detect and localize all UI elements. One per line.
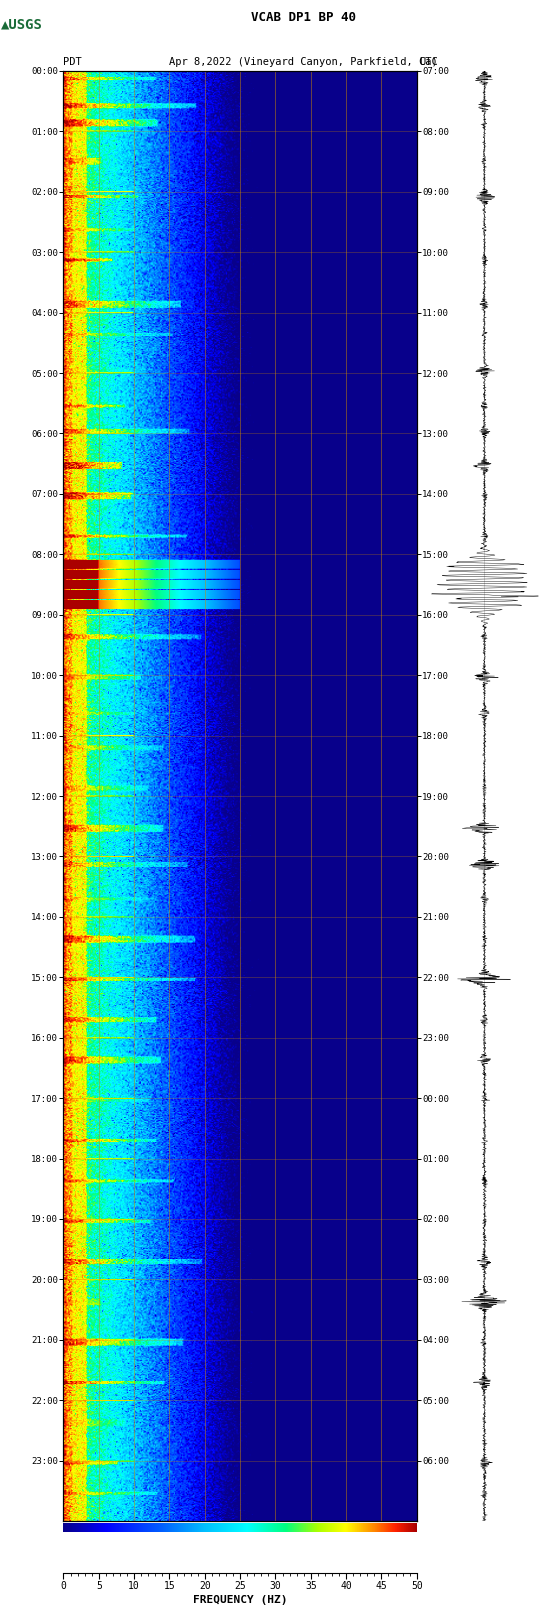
Text: PDT: PDT [63,58,82,68]
Text: ▲USGS: ▲USGS [2,18,43,31]
Text: VCAB DP1 BP 40: VCAB DP1 BP 40 [251,11,356,24]
Text: UTC: UTC [420,58,438,68]
X-axis label: FREQUENCY (HZ): FREQUENCY (HZ) [193,1595,288,1605]
Text: Apr 8,2022 (Vineyard Canyon, Parkfield, Ca): Apr 8,2022 (Vineyard Canyon, Parkfield, … [169,58,438,68]
